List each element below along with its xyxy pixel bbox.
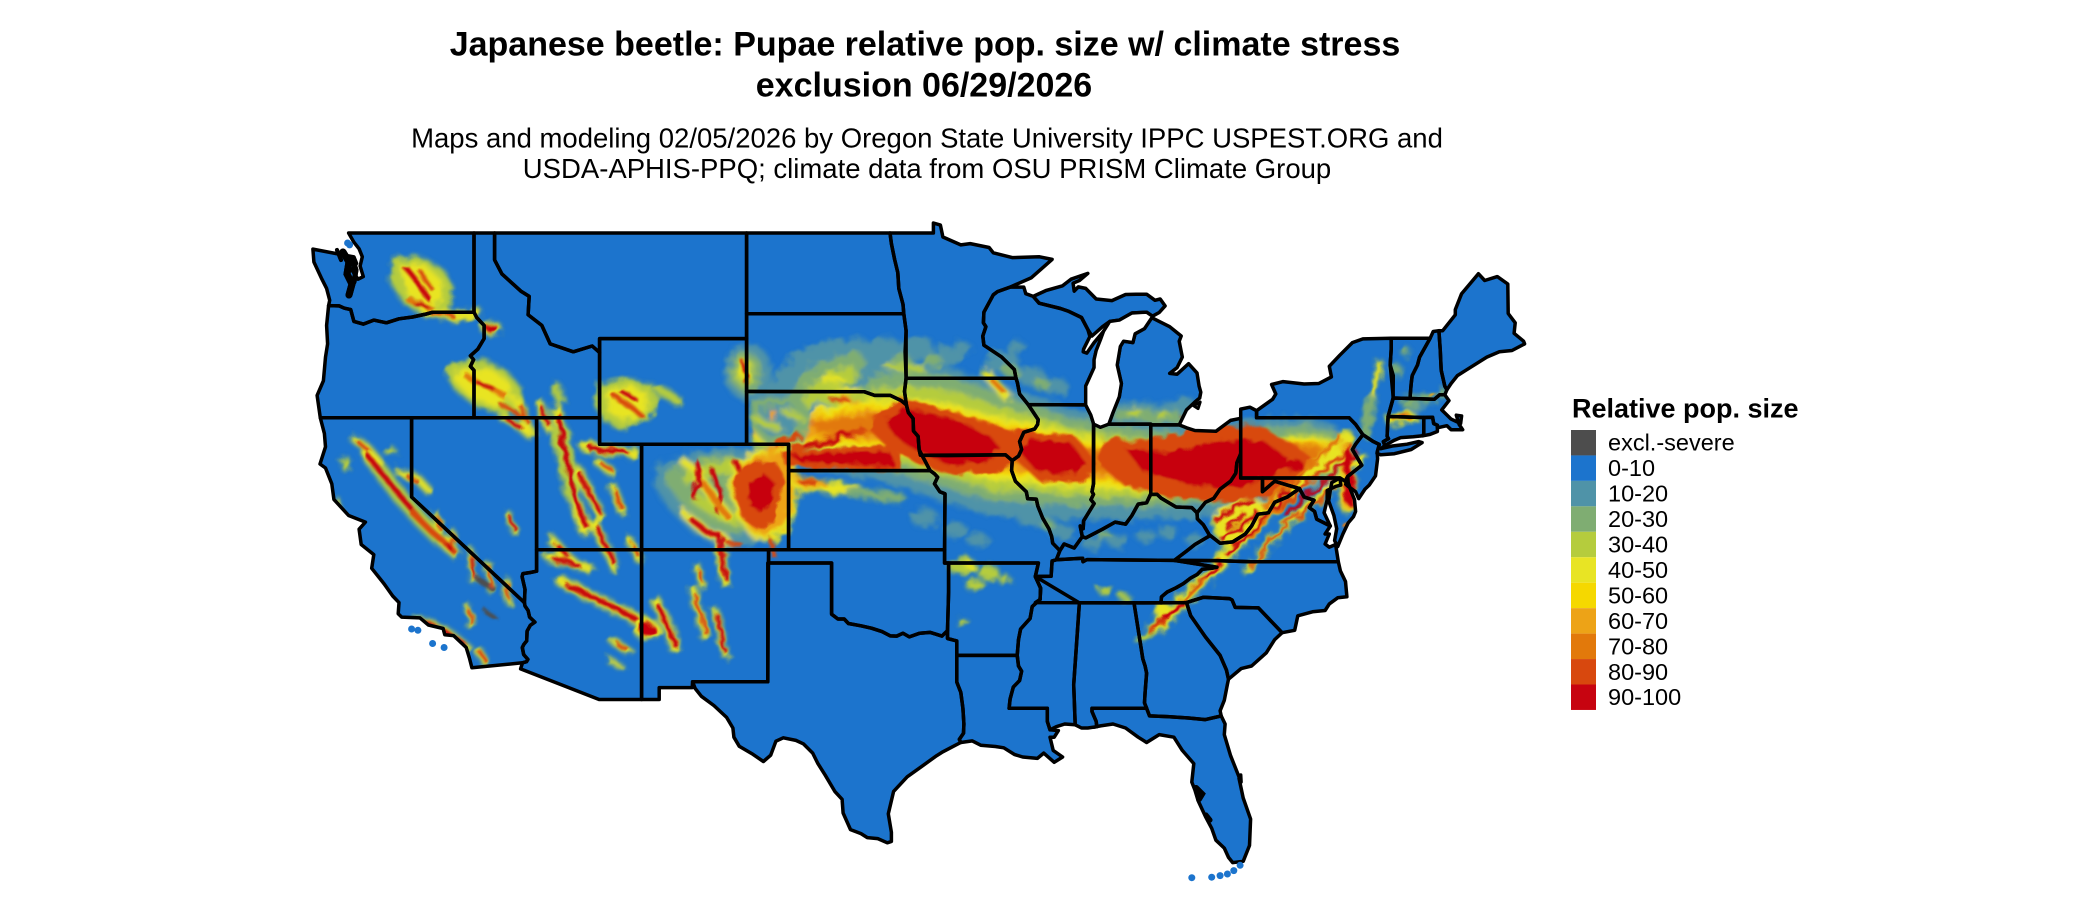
svg-text:40-50: 40-50 (1608, 557, 1668, 583)
svg-text:90-100: 90-100 (1608, 684, 1681, 710)
svg-text:60-70: 60-70 (1608, 608, 1668, 634)
svg-text:0-10: 0-10 (1608, 455, 1655, 481)
svg-text:50-60: 50-60 (1608, 582, 1668, 608)
svg-text:Relative pop. size: Relative pop. size (1572, 394, 1799, 424)
svg-text:Japanese beetle: Pupae relativ: Japanese beetle: Pupae relative pop. siz… (450, 26, 1401, 64)
svg-text:excl.-severe: excl.-severe (1608, 430, 1735, 456)
svg-text:10-20: 10-20 (1608, 481, 1668, 507)
svg-text:20-30: 20-30 (1608, 506, 1668, 532)
svg-text:70-80: 70-80 (1608, 633, 1668, 659)
svg-text:exclusion 06/29/2026: exclusion 06/29/2026 (756, 67, 1092, 105)
svg-text:Maps and modeling 02/05/2026 b: Maps and modeling 02/05/2026 by Oregon S… (411, 123, 1443, 154)
svg-text:USDA-APHIS-PPQ; climate data f: USDA-APHIS-PPQ; climate data from OSU PR… (523, 153, 1331, 184)
svg-text:80-90: 80-90 (1608, 659, 1668, 685)
svg-text:30-40: 30-40 (1608, 532, 1668, 558)
